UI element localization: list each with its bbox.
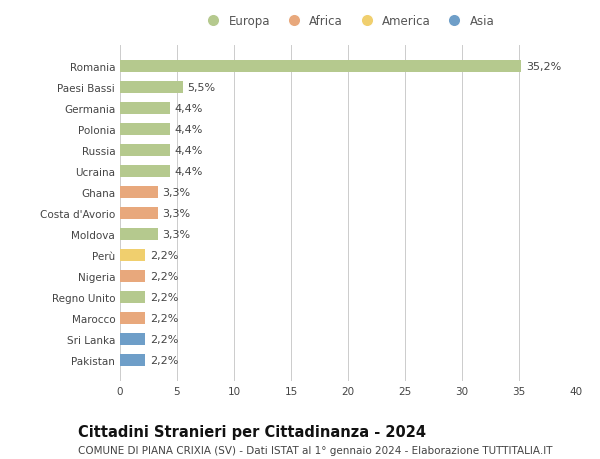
Text: 3,3%: 3,3%: [162, 230, 190, 239]
Legend: Europa, Africa, America, Asia: Europa, Africa, America, Asia: [202, 15, 494, 28]
Text: 4,4%: 4,4%: [175, 104, 203, 114]
Bar: [120, 291, 145, 303]
Text: 4,4%: 4,4%: [175, 125, 203, 134]
Text: 5,5%: 5,5%: [187, 83, 215, 93]
Bar: [120, 103, 170, 114]
Bar: [120, 124, 170, 135]
Text: 4,4%: 4,4%: [175, 146, 203, 156]
Text: 2,2%: 2,2%: [149, 271, 178, 281]
Bar: [120, 250, 145, 261]
Bar: [120, 187, 158, 198]
Text: 35,2%: 35,2%: [526, 62, 561, 72]
Text: 2,2%: 2,2%: [149, 250, 178, 260]
Text: 2,2%: 2,2%: [149, 334, 178, 344]
Bar: [120, 145, 170, 157]
Bar: [120, 82, 182, 94]
Bar: [120, 229, 158, 240]
Text: 2,2%: 2,2%: [149, 292, 178, 302]
Text: 2,2%: 2,2%: [149, 355, 178, 365]
Bar: [120, 270, 145, 282]
Text: COMUNE DI PIANA CRIXIA (SV) - Dati ISTAT al 1° gennaio 2024 - Elaborazione TUTTI: COMUNE DI PIANA CRIXIA (SV) - Dati ISTAT…: [78, 445, 553, 455]
Text: Cittadini Stranieri per Cittadinanza - 2024: Cittadini Stranieri per Cittadinanza - 2…: [78, 425, 426, 440]
Bar: [120, 313, 145, 324]
Bar: [120, 333, 145, 345]
Bar: [120, 61, 521, 73]
Text: 2,2%: 2,2%: [149, 313, 178, 323]
Bar: [120, 166, 170, 177]
Text: 3,3%: 3,3%: [162, 188, 190, 197]
Bar: [120, 354, 145, 366]
Text: 3,3%: 3,3%: [162, 208, 190, 218]
Bar: [120, 207, 158, 219]
Text: 4,4%: 4,4%: [175, 167, 203, 177]
